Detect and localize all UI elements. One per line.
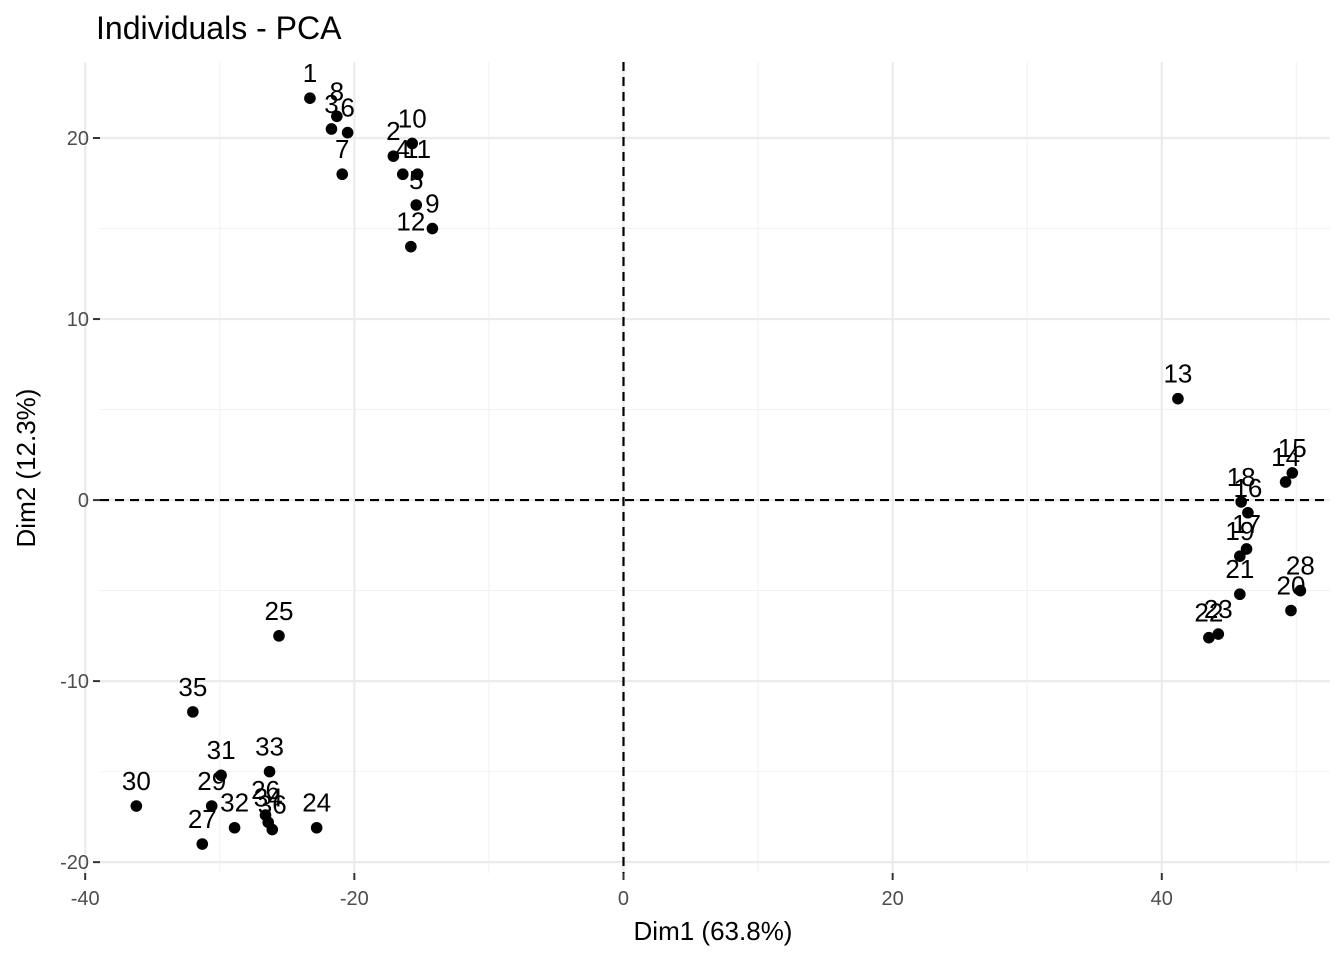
point-label-12: 12 <box>396 207 425 237</box>
point-label-34: 34 <box>254 782 283 812</box>
point-label-17: 17 <box>1232 509 1261 539</box>
data-point-12 <box>405 240 417 253</box>
data-point-36 <box>266 823 279 836</box>
data-point-32 <box>228 821 241 834</box>
point-label-1: 1 <box>303 58 317 88</box>
y-axis-label: Dim2 (12.3%) <box>11 389 41 548</box>
data-point-22 <box>1203 631 1215 644</box>
point-label-13: 13 <box>1163 359 1192 389</box>
reference-lines <box>100 62 1330 873</box>
data-point-3 <box>325 123 338 135</box>
y-tick-label: 0 <box>78 490 89 512</box>
x-tick-label: 20 <box>882 888 904 910</box>
point-label-5: 5 <box>409 165 423 195</box>
point-label-25: 25 <box>265 596 294 626</box>
y-tick-label: 10 <box>67 309 89 331</box>
data-point-30 <box>130 800 143 812</box>
chart-title: Individuals - PCA <box>96 10 342 46</box>
data-point-33 <box>263 765 276 778</box>
x-axis-label: Dim1 (63.8%) <box>634 916 793 946</box>
data-point-28 <box>1294 584 1307 597</box>
point-label-33: 33 <box>255 732 284 762</box>
data-point-24 <box>310 821 323 834</box>
data-point-20 <box>1285 604 1297 617</box>
data-point-25 <box>273 630 285 642</box>
point-label-24: 24 <box>302 788 331 818</box>
y-tick-label: 20 <box>67 128 89 150</box>
data-point-27 <box>196 838 209 850</box>
y-tick-label: -20 <box>60 852 89 874</box>
point-label-3: 3 <box>324 89 338 119</box>
point-label-22: 22 <box>1194 598 1223 628</box>
point-label-14: 14 <box>1271 442 1300 472</box>
y-tick-label: -10 <box>60 671 89 693</box>
data-point-13 <box>1172 392 1184 405</box>
point-label-16: 16 <box>1233 473 1262 503</box>
data-point-15 <box>1286 467 1299 479</box>
data-point-4 <box>396 168 409 181</box>
point-label-36: 36 <box>258 790 287 820</box>
data-point-10 <box>406 137 419 150</box>
data-point-31 <box>215 769 227 782</box>
point-label-23: 23 <box>1204 594 1233 624</box>
data-point-14 <box>1279 476 1292 488</box>
data-points <box>130 92 1307 850</box>
point-label-18: 18 <box>1227 462 1256 492</box>
x-tick-label: -40 <box>71 888 100 910</box>
data-point-2 <box>387 150 400 162</box>
data-point-11 <box>411 168 424 181</box>
data-point-9 <box>426 222 439 235</box>
data-point-5 <box>410 199 423 211</box>
data-point-35 <box>187 706 199 718</box>
data-point-1 <box>304 92 316 105</box>
x-tick-label: 40 <box>1151 888 1173 910</box>
point-label-21: 21 <box>1225 554 1254 584</box>
point-label-11: 11 <box>404 134 431 164</box>
point-label-2: 2 <box>386 116 400 146</box>
point-label-8: 8 <box>330 76 344 106</box>
point-label-35: 35 <box>178 672 207 702</box>
point-label-4: 4 <box>396 134 410 164</box>
point-labels: 1234567891011121314151617181920212223242… <box>122 58 1315 834</box>
x-tick-label: 0 <box>618 888 629 910</box>
point-label-29: 29 <box>197 766 226 796</box>
point-label-28: 28 <box>1286 551 1315 581</box>
data-point-19 <box>1234 550 1246 563</box>
axes: -40 -20 0 20 40 -20 -10 0 10 20 <box>60 128 1173 910</box>
data-point-6 <box>341 126 354 139</box>
point-label-27: 27 <box>188 804 217 834</box>
data-point-23 <box>1212 628 1225 640</box>
point-label-19: 19 <box>1225 516 1254 546</box>
data-point-18 <box>1235 496 1247 508</box>
point-label-26: 26 <box>251 775 280 805</box>
data-point-16 <box>1242 506 1254 519</box>
data-point-8 <box>331 110 343 123</box>
point-label-6: 6 <box>340 93 354 123</box>
x-tick-label: -20 <box>340 888 369 910</box>
point-label-15: 15 <box>1278 433 1307 463</box>
point-label-10: 10 <box>398 103 427 133</box>
data-point-7 <box>336 168 349 181</box>
data-point-21 <box>1234 588 1246 601</box>
point-label-31: 31 <box>207 735 236 765</box>
point-label-32: 32 <box>220 788 249 818</box>
point-label-7: 7 <box>335 134 349 164</box>
point-label-20: 20 <box>1277 571 1306 601</box>
point-label-9: 9 <box>425 189 439 219</box>
point-label-30: 30 <box>122 766 151 796</box>
data-point-29 <box>205 800 218 812</box>
